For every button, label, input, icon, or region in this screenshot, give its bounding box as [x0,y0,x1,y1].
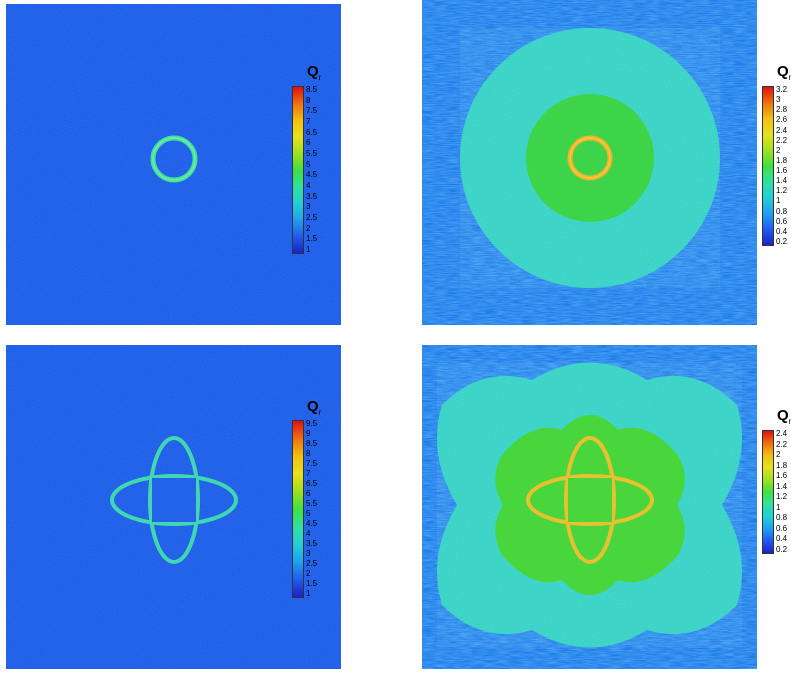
colorbar-tick-label: 8 [306,449,311,458]
colorbar-title: Qr [777,407,791,426]
colorbar-tick-label: 2 [776,450,781,460]
colorbar-tick-label: 4.5 [306,519,318,528]
mesh-plot-top-right [422,0,757,325]
colorbar-ticks: 8.5 8 7.5 7 6.5 6 5.5 5 4.5 4 3.5 3 2.5 2 1.5 1 [306,86,336,254]
colorbar-tick-label: 4 [306,529,311,538]
colorbar-tick-label: 1 [776,502,781,512]
colorbar-tick-label: 5.5 [306,499,318,508]
colorbar-tick-label: 1.5 [306,579,318,588]
colorbar-tick-label: 1.4 [776,481,788,491]
colorbar-tick-label: 4 [306,181,311,190]
colorbar-tick-label: 1.5 [306,234,318,244]
colorbar-title: Qr [307,398,322,417]
colorbar-tick-label: 6.5 [306,479,318,488]
colorbar-tick-label: 0.2 [776,237,788,246]
colorbar-tick-label: 3.5 [306,191,318,201]
colorbar-tick-label: 3 [306,202,311,212]
mesh-plot-bottom-left [6,345,341,669]
mesh-plot-canvas [6,345,341,669]
colorbar-tick-label: 1 [776,196,781,206]
colorbar-tick-label: 2.6 [776,115,788,125]
colorbar-tick-label: 0.6 [776,523,788,533]
colorbar-tick-label: 1 [306,589,311,598]
mesh-noise [6,4,341,325]
colorbar-tick-label: 9.5 [306,419,318,428]
colorbar-tick-label: 0.8 [776,206,788,216]
colorbar-tick-label: 1.8 [776,155,788,165]
colorbar-tick-label: 1.6 [776,471,788,481]
colorbar-tick-label: 5.5 [306,149,318,158]
colorbar-tick-label: 2 [306,223,311,233]
colorbar-ticks: 2.4 2.2 2 1.8 1.6 1.4 1.2 1 0.8 0.6 0.4 0.2 [776,430,791,554]
colorbar-tick-label: 8 [306,95,311,105]
mesh-plot-canvas [6,4,341,325]
colorbar-tick-label: 2.5 [306,213,318,222]
colorbar-gradient [292,86,304,254]
colorbar-tick-label: 5 [306,509,311,518]
colorbar-tick-label: 0.4 [776,226,788,236]
colorbar-tick-label: 8.5 [306,85,318,94]
colorbar-ticks: 9.5 9 8.5 8 7.5 7 6.5 6 5.5 5 4.5 4 3.5 3 2.5 2 1.5 1 [306,420,336,598]
colorbar-tick-label: 1.8 [776,460,788,470]
colorbar-tick-label: 7.5 [306,459,318,468]
colorbar-tick-label: 6 [306,138,311,148]
colorbar-tick-label: 1.6 [776,166,788,176]
colorbar-gradient [762,430,774,554]
colorbar-tick-label: 3 [776,95,781,105]
colorbar-tick-label: 6.5 [306,127,318,137]
colorbar-tick-label: 2.4 [776,125,788,135]
colorbar-tick-label: 1.2 [776,492,788,502]
mesh-plot-bottom-right [422,345,757,669]
colorbar-tick-label: 1.4 [776,176,788,186]
colorbar-tick-label: 2 [306,569,311,578]
colorbar-tick-label: 0.2 [776,545,788,554]
inner-refinement-zone [526,94,654,222]
colorbar-tick-label: 7.5 [306,106,318,116]
colorbar-tick-label: 7 [306,469,311,478]
mesh-plot-top-left [6,4,341,325]
colorbar-tick-label: 5 [306,159,311,169]
colorbar-ticks: 3.2 3 2.8 2.6 2.4 2.2 2 1.8 1.6 1.4 1.2 1 0.8 0.6 0.4 0… [776,86,791,246]
colorbar-tick-label: 2.8 [776,105,788,115]
colorbar-tick-label: 1.2 [776,186,788,196]
mesh-plot-canvas [422,345,757,669]
colorbar-tick-label: 2 [776,145,781,155]
colorbar-title: Qr [307,63,322,82]
colorbar-tick-label: 1 [306,245,311,254]
colorbar-tick-label: 9 [306,429,311,438]
colorbar-tick-label: 7 [306,117,311,126]
colorbar-tick-label: 8.5 [306,439,318,448]
colorbar-tick-label: 2.2 [776,135,788,145]
mesh-plot-canvas [422,0,757,325]
colorbar-tick-label: 0.6 [776,216,788,226]
colorbar-tick-label: 0.4 [776,534,788,544]
colorbar-tick-label: 3 [306,549,311,558]
colorbar-tick-label: 3.2 [776,85,788,94]
colorbar-gradient [292,420,304,598]
colorbar-tick-label: 6 [306,489,311,498]
colorbar-tick-label: 3.5 [306,539,318,548]
interface-cross-shape [110,436,238,564]
colorbar-tick-label: 2.4 [776,429,788,438]
colorbar-title: Qr [777,63,791,82]
colorbar-tick-label: 2.2 [776,439,788,449]
colorbar-tick-label: 0.8 [776,513,788,523]
interface-cross-shape [526,436,654,564]
colorbar-gradient [762,86,774,246]
colorbar-tick-label: 2.5 [306,559,318,568]
colorbar-tick-label: 4.5 [306,170,318,180]
